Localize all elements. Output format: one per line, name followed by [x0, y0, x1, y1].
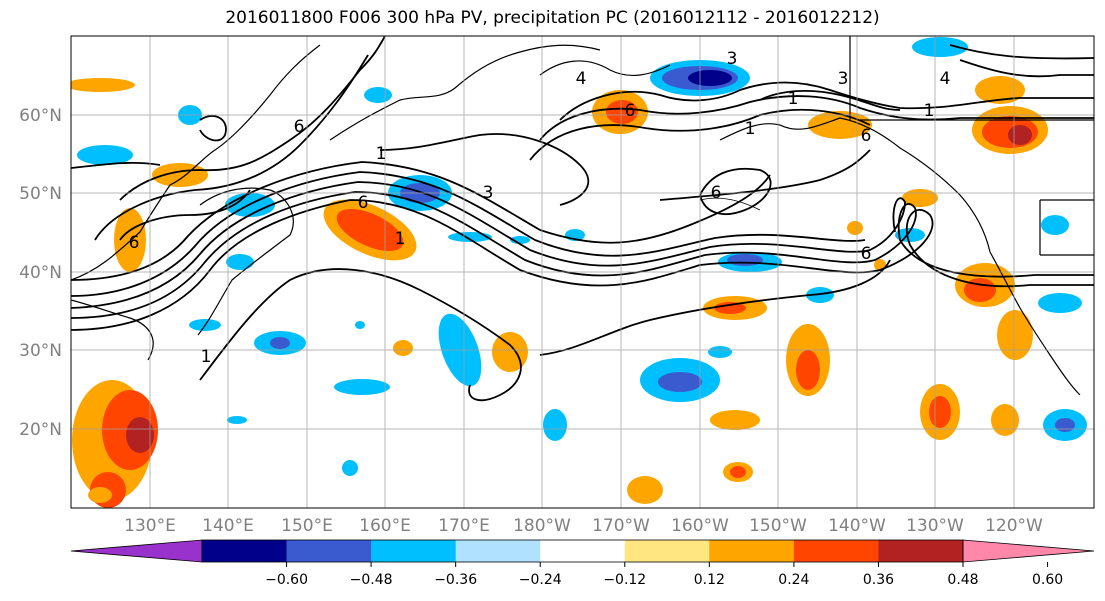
contour-label: 1 — [924, 101, 935, 121]
colorbar-cell — [202, 540, 288, 562]
colorbar-cell — [709, 540, 795, 562]
colorbar-tick-label: −0.60 — [265, 572, 308, 588]
longitude-axis: 130°E 140°E 150°E 160°E 170°E 180°W 170°… — [124, 516, 1043, 536]
contour-label: 1 — [201, 347, 212, 367]
lon-tick-label: 140°W — [828, 516, 886, 536]
contour-label: 1 — [395, 229, 406, 249]
lon-tick-label: 160°W — [671, 516, 729, 536]
colorbar-cell — [540, 540, 626, 562]
precip-positive-region — [71, 76, 1048, 508]
contour-label: 1 — [376, 144, 387, 164]
lat-tick-label: 30°N — [19, 341, 62, 361]
colorbar-tick-label: −0.24 — [519, 572, 562, 588]
lon-tick-label: 170°W — [592, 516, 650, 536]
colorbar-tick-label: 0.60 — [1032, 572, 1063, 588]
precip-shading — [71, 37, 1087, 508]
colorbar: −0.60 −0.48 −0.36 −0.24 −0.12 0.12 0.24 0.36 0.4… — [70, 539, 1095, 588]
lat-tick-label: 20°N — [19, 420, 62, 440]
contour-label: 6 — [129, 233, 140, 253]
lon-tick-label: 130°W — [906, 516, 964, 536]
colorbar-tick-label: 0.48 — [947, 572, 978, 588]
colorbar-extend-max — [962, 539, 1095, 563]
contour-label: 1 — [745, 119, 756, 139]
contour-label: 6 — [358, 193, 369, 213]
lon-tick-label: 180°W — [513, 516, 571, 536]
lon-tick-label: 140°E — [202, 516, 254, 536]
contour-label: 3 — [838, 69, 849, 89]
coastlines — [71, 36, 1094, 396]
colorbar-tick-label: 0.12 — [694, 572, 725, 588]
colorbar-tick-label: −0.12 — [603, 572, 646, 588]
contour-label: 4 — [940, 69, 951, 89]
colorbar-tick-label: 0.36 — [863, 572, 894, 588]
contour-label: 6 — [625, 101, 636, 121]
colorbar-tick-label: −0.36 — [434, 572, 477, 588]
lon-tick-label: 150°W — [749, 516, 807, 536]
colorbar-cell — [624, 540, 710, 562]
lon-tick-label: 120°W — [985, 516, 1043, 536]
graticule — [71, 36, 1094, 508]
lon-tick-label: 170°E — [438, 516, 490, 536]
colorbar-cell — [286, 540, 372, 562]
colorbar-cell — [878, 540, 964, 562]
latitude-axis: 60°N 50°N 40°N 30°N 20°N — [19, 106, 62, 440]
colorbar-extend-min — [70, 539, 203, 563]
colorbar-cell — [455, 540, 541, 562]
colorbar-outline — [201, 539, 964, 563]
lat-tick-label: 50°N — [19, 184, 62, 204]
contour-label: 6 — [861, 244, 872, 264]
contour-label: 4 — [576, 69, 587, 89]
contour-label: 3 — [727, 49, 738, 69]
contour-label: 1 — [788, 89, 799, 109]
lon-tick-label: 130°E — [124, 516, 176, 536]
contour-labels: 6 3 4 3 1 4 1 6 1 3 6 6 6 1 6 1 6 1 — [129, 49, 951, 367]
lon-tick-label: 160°E — [359, 516, 411, 536]
colorbar-cell — [793, 540, 879, 562]
map-border — [70, 35, 1095, 509]
colorbar-cell — [371, 540, 457, 562]
lat-tick-label: 60°N — [19, 106, 62, 126]
contour-label: 3 — [483, 183, 494, 203]
contour-label: 6 — [861, 126, 872, 146]
colorbar-tick-label: 0.24 — [778, 572, 809, 588]
map-title: 2016011800 F006 300 hPa PV, precipitatio… — [225, 8, 880, 28]
colorbar-tick-label: −0.48 — [350, 572, 393, 588]
lat-tick-label: 40°N — [19, 263, 62, 283]
lon-tick-label: 150°E — [281, 516, 333, 536]
contour-label: 6 — [711, 183, 722, 203]
contour-label: 6 — [294, 117, 305, 137]
